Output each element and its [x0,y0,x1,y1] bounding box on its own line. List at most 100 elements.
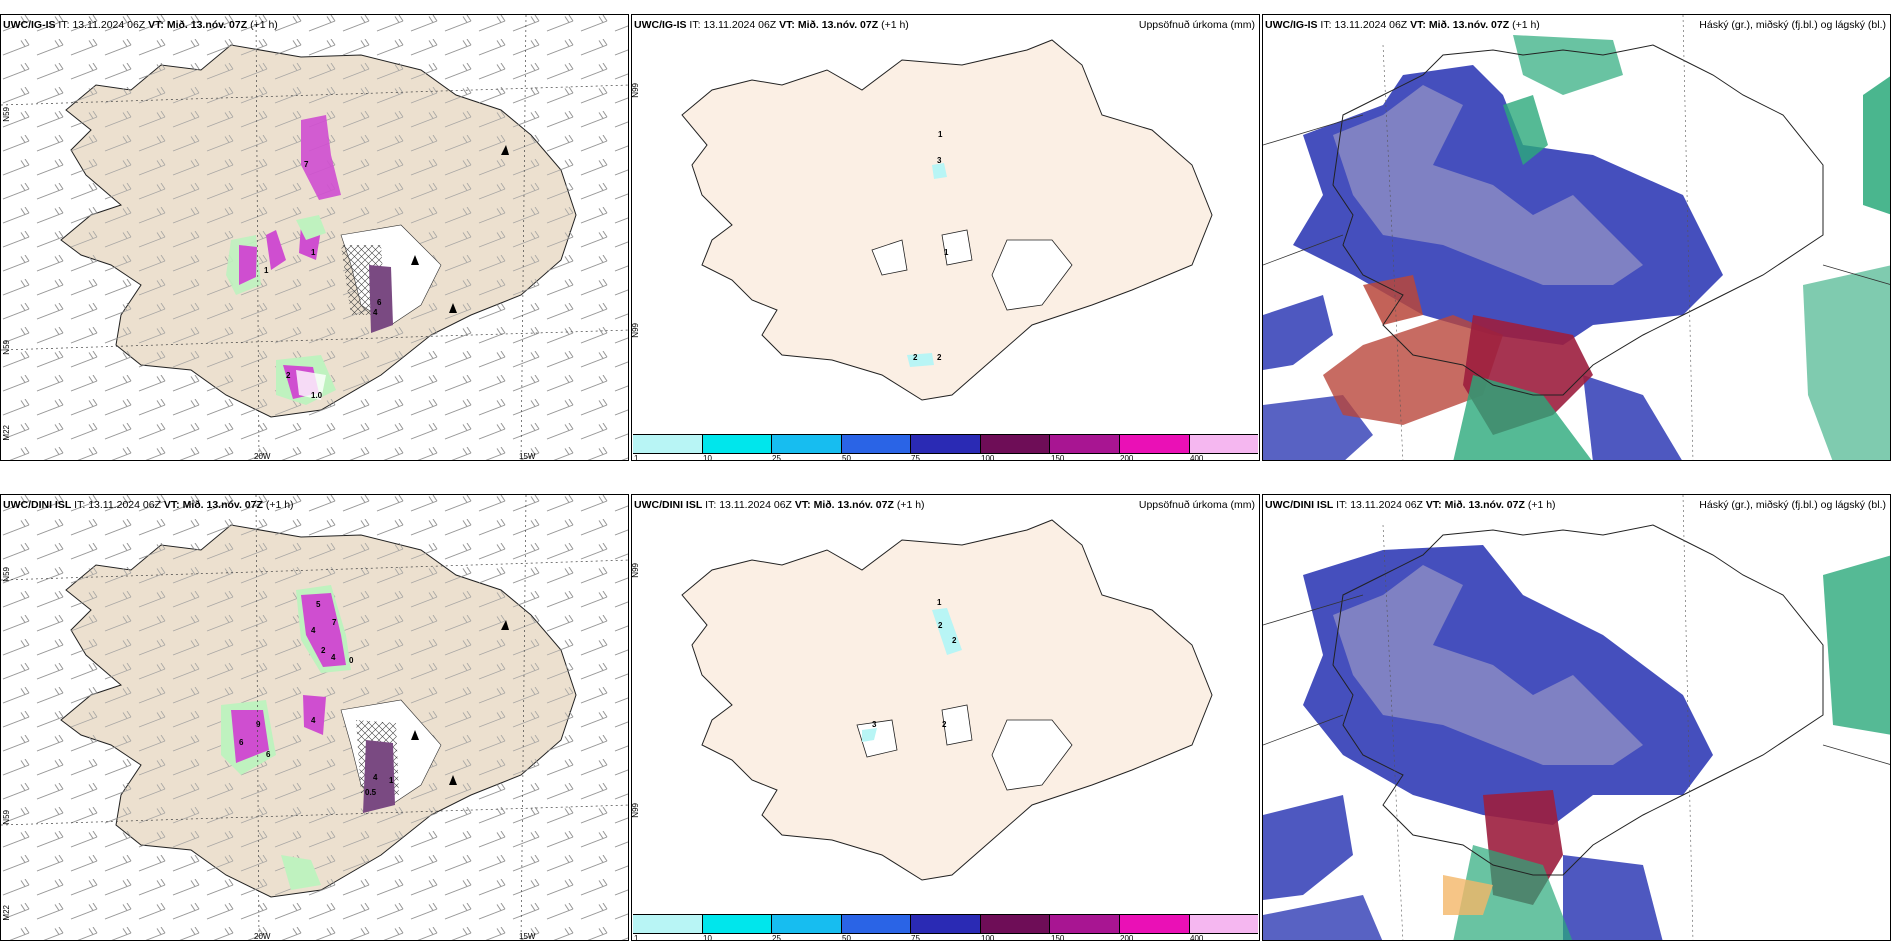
cloud-map-ig [1263,15,1890,460]
wind-number: 9 [256,720,261,729]
panel-title: UWC/DINI ISL IT: 13.11.2024 06Z VT: Mið.… [3,499,294,511]
colorbar-tick: 400 [1190,934,1204,941]
precip-number: 1 [944,248,949,257]
panel-title: UWC/DINI ISL IT: 13.11.2024 06Z VT: Mið.… [634,499,925,511]
colorbar-swatch [1050,915,1120,933]
wind-number: 6 [377,298,382,307]
colorbar-swatch [702,915,773,933]
lon-label: 15W [519,452,536,461]
colorbar-tick: 75 [911,934,920,941]
lat-label: N59 [2,810,11,825]
precip-number: 1 [938,130,943,139]
colorbar-tick: 50 [842,454,851,461]
wind-map-panel-ig: UWC/IG-IS IT: 13.11.2024 06Z VT: Mið. 13… [0,14,629,461]
lat-label: N59 [2,340,11,355]
colorbar-tick: 75 [911,454,920,461]
precip-map-ig: 1 3 1 2 2 [681,39,1213,401]
colorbar-swatch [1050,435,1120,453]
colorbar-swatch [1189,435,1259,453]
precip-map-panel-dini: UWC/DINI ISL IT: 13.11.2024 06Z VT: Mið.… [631,494,1260,941]
precip-map-panel-ig: UWC/IG-IS IT: 13.11.2024 06Z VT: Mið. 13… [631,14,1260,461]
precip-colorbar: 1 10 25 50 75 100 150 200 400 [633,434,1259,461]
colorbar-tick: 100 [981,934,995,941]
wind-number: 7 [332,618,337,627]
colorbar-swatch [702,435,773,453]
wind-number: 4 [373,308,378,317]
wind-number: 1.0 [311,391,323,400]
wind-number: 1 [264,266,269,275]
wind-number: 2 [321,646,326,655]
colorbar-swatch [772,915,842,933]
colorbar-swatch [841,435,912,453]
precip-number: 2 [952,636,957,645]
wind-number: 6 [239,738,244,747]
colorbar-tick: 25 [772,454,781,461]
lat-label: N99 [631,803,640,818]
wind-number: 6 [266,750,271,759]
lat-label: M22 [2,425,11,441]
lat-label: N99 [631,323,640,338]
lon-label: 20W [254,932,271,941]
wind-map-dini: 5 7 4 2 4 0 9 6 6 4 4 0.5 1 [1,495,628,940]
wind-number: 4 [331,653,336,662]
precip-number: 2 [942,720,947,729]
colorbar-tick: 200 [1120,934,1134,941]
wind-map-ig: 7 1 1 6 4 2 1.0 [1,15,628,460]
wind-number: 0.5 [365,788,377,797]
colorbar-swatch [633,435,703,453]
colorbar-tick: 150 [1051,454,1065,461]
colorbar-tick: 50 [842,934,851,941]
wind-number: 4 [311,716,316,725]
lat-label: N99 [631,563,640,578]
colorbar-swatch [980,915,1051,933]
precip-number: 2 [937,353,942,362]
precip-colorbar: 1 10 25 50 75 100 150 200 400 [633,914,1259,941]
cloud-map-panel-ig: UWC/IG-IS IT: 13.11.2024 06Z VT: Mið. 13… [1262,14,1891,461]
wind-number: 1 [389,776,394,785]
colorbar-tick: 25 [772,934,781,941]
panel-title: UWC/IG-IS IT: 13.11.2024 06Z VT: Mið. 13… [1265,19,1540,31]
wind-number: 1 [311,248,316,257]
lat-label: N59 [2,567,11,582]
colorbar-swatch [841,915,912,933]
colorbar-swatch [633,915,703,933]
precip-number: 3 [937,156,942,165]
colorbar-swatch [911,435,981,453]
colorbar-tick: 10 [703,454,712,461]
colorbar-tick: 150 [1051,934,1065,941]
colorbar-swatch [911,915,981,933]
panel-title: UWC/IG-IS IT: 13.11.2024 06Z VT: Mið. 13… [3,19,278,31]
precip-number: 1 [937,598,942,607]
precip-map-dini: 1 2 2 3 2 [681,519,1213,881]
wind-number: 0 [349,656,354,665]
colorbar-swatch [980,435,1051,453]
lon-label: 15W [519,932,536,941]
colorbar-tick: 400 [1190,454,1204,461]
lat-label: M22 [2,905,11,921]
lat-label: N99 [631,83,640,98]
cloud-map-panel-dini: UWC/DINI ISL IT: 13.11.2024 06Z VT: Mið.… [1262,494,1891,941]
cloud-map-dini [1263,495,1890,940]
colorbar-tick: 100 [981,454,995,461]
colorbar-tick: 1 [634,934,639,941]
wind-number: 7 [304,160,309,169]
colorbar-swatch [1189,915,1259,933]
colorbar-tick: 1 [634,454,639,461]
precip-title: Uppsöfnuð úrkoma (mm) [1138,499,1255,511]
wind-map-panel-dini: UWC/DINI ISL IT: 13.11.2024 06Z VT: Mið.… [0,494,629,941]
wind-number: 4 [311,626,316,635]
colorbar-tick: 10 [703,934,712,941]
precip-title: Uppsöfnuð úrkoma (mm) [1138,19,1255,31]
wind-number: 5 [316,600,321,609]
precip-number: 2 [938,621,943,630]
wind-number: 2 [286,371,291,380]
precip-number: 3 [872,720,877,729]
panel-title: UWC/DINI ISL IT: 13.11.2024 06Z VT: Mið.… [1265,499,1556,511]
wind-number: 4 [373,773,378,782]
panel-title: UWC/IG-IS IT: 13.11.2024 06Z VT: Mið. 13… [634,19,909,31]
colorbar-swatch [1119,915,1190,933]
colorbar-swatch [1119,435,1190,453]
cloud-title: Háský (gr.), miðský (fj.bl.) og lágský (… [1699,499,1886,511]
lat-label: N59 [2,107,11,122]
lon-label: 20W [254,452,271,461]
